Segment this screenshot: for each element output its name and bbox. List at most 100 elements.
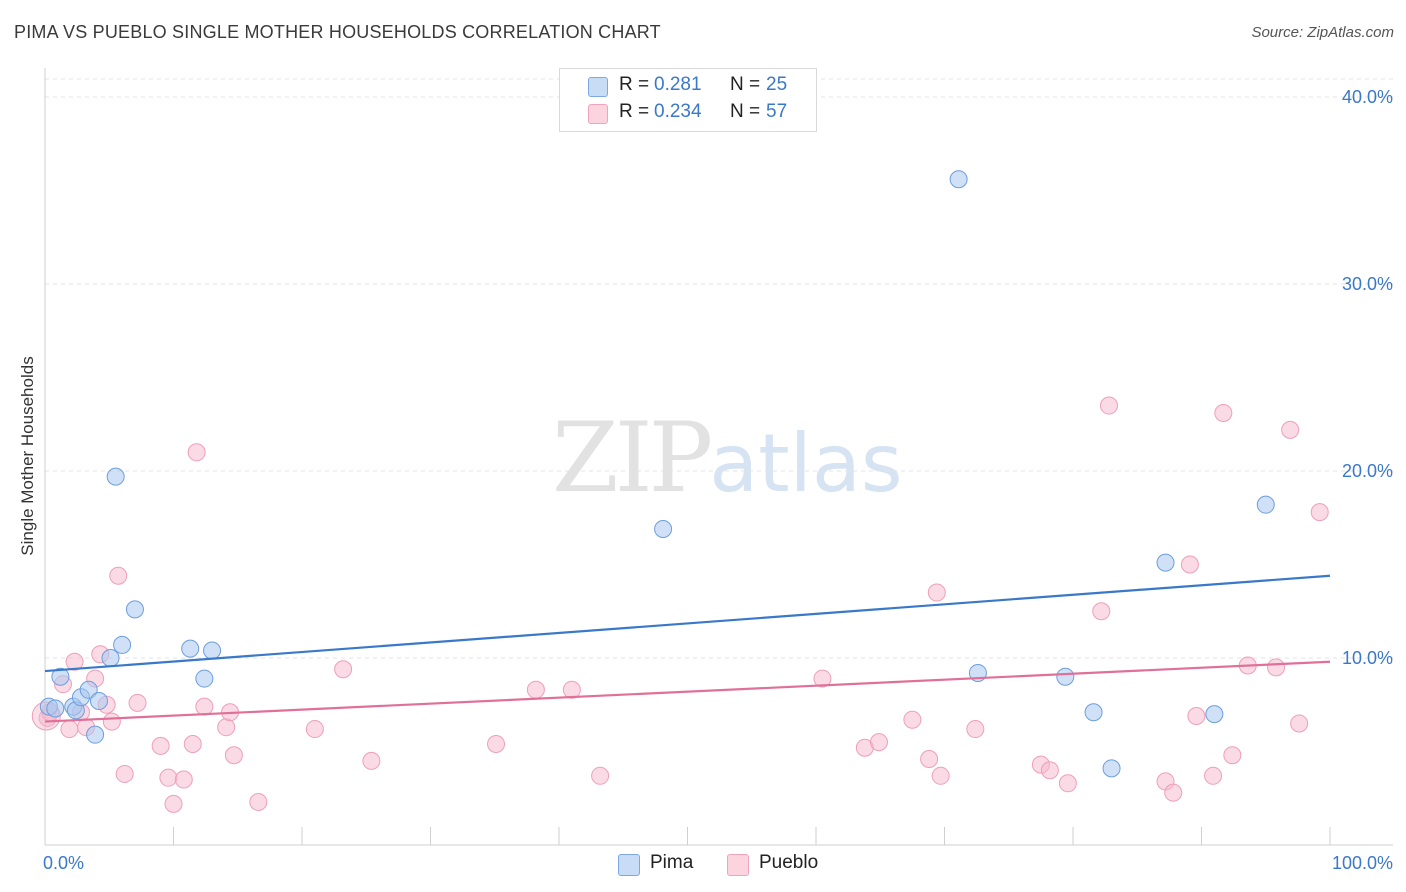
pima-point bbox=[113, 635, 132, 654]
pueblo-point bbox=[903, 710, 922, 729]
pueblo-point bbox=[1223, 746, 1242, 765]
pima-point bbox=[1084, 703, 1103, 722]
pueblo-swatch bbox=[588, 104, 608, 124]
pima-point bbox=[1256, 495, 1275, 514]
correlation-legend: R = 0.281 N = 25 R = 0.234 N = 57 bbox=[559, 68, 817, 132]
pueblo-point bbox=[334, 660, 353, 679]
pima-legend-swatch bbox=[618, 854, 640, 876]
pueblo-point bbox=[60, 720, 79, 739]
pima-point bbox=[86, 725, 105, 744]
legend-r-value: 0.234 bbox=[654, 101, 702, 122]
pima-point bbox=[1102, 759, 1121, 778]
pima-point bbox=[101, 649, 120, 667]
pueblo-point bbox=[591, 766, 610, 785]
legend-r-value: 0.281 bbox=[654, 74, 702, 95]
pima-point bbox=[1205, 705, 1224, 724]
pueblo-point bbox=[1164, 783, 1183, 802]
pueblo-point bbox=[174, 770, 193, 789]
legend-n-value: 25 bbox=[766, 74, 788, 95]
legend-n-label: N = bbox=[730, 74, 761, 95]
pima-point bbox=[125, 600, 144, 619]
pueblo-point bbox=[1214, 404, 1233, 423]
pueblo-point bbox=[920, 749, 939, 768]
pueblo-point bbox=[813, 669, 832, 688]
pueblo-point bbox=[217, 718, 236, 737]
y-tick-label: 20.0% bbox=[1342, 461, 1393, 481]
source-label: Source: ZipAtlas.com bbox=[1251, 24, 1394, 41]
pueblo-trend-line bbox=[44, 660, 1331, 723]
pueblo-point bbox=[128, 693, 147, 712]
legend-n-label: N = bbox=[730, 101, 761, 122]
pima-point bbox=[949, 170, 968, 189]
pueblo-point bbox=[562, 680, 581, 699]
pueblo-point bbox=[115, 764, 134, 783]
pima-point bbox=[195, 669, 214, 688]
tick-labels: 10.0% 20.0% 30.0% 40.0% 0.0% 100.0% bbox=[43, 87, 1393, 873]
pueblo-point bbox=[1267, 658, 1286, 677]
x-tick-label-min: 0.0% bbox=[43, 853, 84, 873]
pueblo-point bbox=[109, 566, 128, 585]
pima-legend-label: Pima bbox=[650, 852, 694, 873]
pueblo-point bbox=[195, 697, 214, 716]
pueblo-point bbox=[187, 443, 206, 462]
pima-point bbox=[89, 692, 108, 711]
pueblo-point bbox=[183, 735, 202, 754]
pueblo-point bbox=[1281, 420, 1300, 439]
y-tick-label: 40.0% bbox=[1342, 87, 1393, 107]
chart-title: PIMA VS PUEBLO SINGLE MOTHER HOUSEHOLDS … bbox=[14, 22, 661, 42]
pima-point bbox=[106, 467, 125, 486]
pueblo-point bbox=[966, 720, 985, 739]
watermark-zip: ZIP bbox=[552, 402, 713, 514]
legend-row-pima: R = 0.281 N = 25 bbox=[560, 73, 816, 99]
pima-trend-line bbox=[44, 574, 1331, 673]
legend-r-label: R = bbox=[619, 101, 650, 122]
legend-row-pueblo: R = 0.234 N = 57 bbox=[560, 100, 816, 126]
pueblo-point bbox=[305, 720, 324, 739]
pueblo-point bbox=[1187, 706, 1206, 725]
pima-point bbox=[46, 699, 65, 718]
pima-swatch bbox=[588, 77, 608, 97]
pueblo-point bbox=[1058, 774, 1077, 793]
pueblo-point bbox=[1040, 761, 1059, 780]
pueblo-point bbox=[526, 680, 545, 699]
pima-point bbox=[79, 680, 98, 699]
axes bbox=[44, 68, 1393, 846]
legend-r-label: R = bbox=[619, 74, 650, 95]
pueblo-legend-label: Pueblo bbox=[759, 852, 819, 873]
pueblo-point bbox=[1204, 766, 1223, 785]
watermark-atlas: atlas bbox=[709, 417, 903, 510]
pueblo-point bbox=[151, 736, 170, 755]
pueblo-point bbox=[362, 751, 381, 770]
pueblo-point bbox=[931, 766, 950, 785]
pima-points bbox=[39, 170, 1275, 778]
pueblo-point bbox=[487, 735, 506, 754]
legend-n-value: 57 bbox=[766, 101, 788, 122]
pueblo-point bbox=[159, 768, 178, 787]
pueblo-point bbox=[1290, 714, 1309, 733]
x-tick-label-max: 100.0% bbox=[1332, 853, 1393, 873]
pueblo-point bbox=[65, 652, 84, 671]
pueblo-point bbox=[164, 794, 183, 813]
pueblo-point bbox=[1092, 602, 1111, 621]
pueblo-legend-swatch bbox=[727, 854, 749, 876]
pueblo-points bbox=[31, 396, 1329, 813]
trend-lines bbox=[44, 574, 1331, 723]
pima-point bbox=[181, 639, 200, 658]
pima-point bbox=[654, 519, 673, 538]
pueblo-point bbox=[869, 733, 888, 752]
pima-point bbox=[51, 667, 70, 686]
zipatlas-watermark: ZIPatlas bbox=[552, 402, 903, 514]
pueblo-point bbox=[1099, 396, 1118, 415]
pueblo-point bbox=[927, 583, 946, 602]
y-tick-label: 30.0% bbox=[1342, 274, 1393, 294]
pueblo-point bbox=[249, 792, 268, 811]
pima-point bbox=[1056, 667, 1075, 686]
pueblo-point bbox=[1310, 503, 1329, 522]
pima-point bbox=[203, 641, 222, 660]
pima-point bbox=[1156, 553, 1175, 572]
y-tick-label: 10.0% bbox=[1342, 648, 1393, 668]
pueblo-point bbox=[224, 746, 243, 765]
pueblo-point bbox=[1180, 555, 1199, 574]
pueblo-point bbox=[102, 712, 121, 731]
